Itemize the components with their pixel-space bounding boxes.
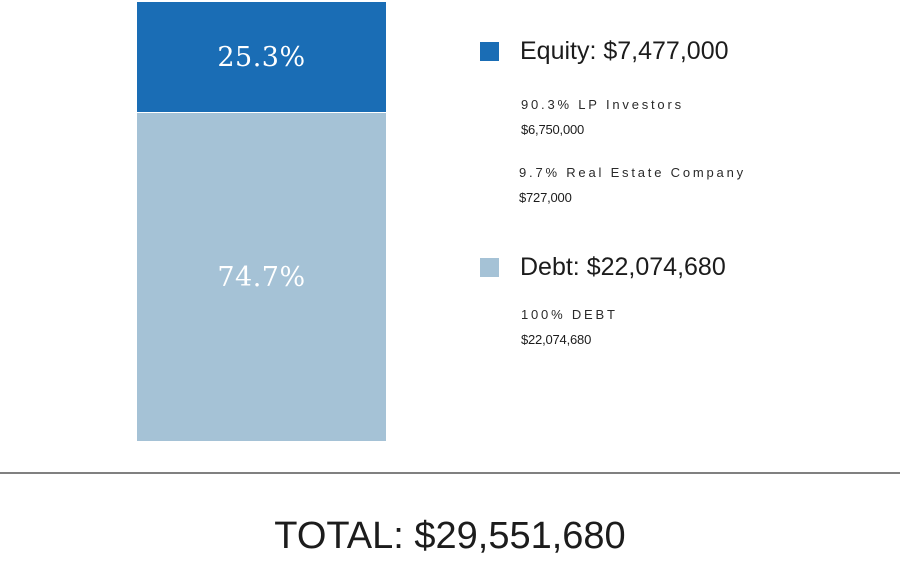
legend-swatch-debt xyxy=(480,257,499,277)
subitem-label: 9.7% Real Estate Company xyxy=(519,165,746,180)
data-label-equity: 25.3% xyxy=(217,42,306,73)
legend-swatch-equity xyxy=(480,41,499,61)
divider-line xyxy=(0,472,900,474)
bar-segment-equity: 25.3% xyxy=(137,2,386,113)
legend-debt: Debt: $22,074,680 xyxy=(480,252,726,282)
legend-subitem-debt: 100% DEBT $22,074,680 xyxy=(521,307,618,347)
stacked-bar: 25.3% 74.7% xyxy=(137,2,386,441)
subitem-value: $22,074,680 xyxy=(521,332,592,347)
legend-subitem-real-estate-company: 9.7% Real Estate Company $727,000 xyxy=(519,165,746,205)
legend-title-debt: Debt: $22,074,680 xyxy=(520,252,726,281)
legend-equity: Equity: $7,477,000 xyxy=(480,36,729,66)
data-label-debt: 74.7% xyxy=(217,261,306,293)
bar-segment-debt: 74.7% xyxy=(137,113,386,441)
total-amount: TOTAL: $29,551,680 xyxy=(274,515,626,557)
legend-subitem-lp-investors: 90.3% LP Investors $6,750,000 xyxy=(521,97,684,137)
subitem-label: 100% DEBT xyxy=(521,307,618,322)
subitem-value: $727,000 xyxy=(519,190,572,205)
legend-title-equity: Equity: $7,477,000 xyxy=(520,36,729,65)
subitem-value: $6,750,000 xyxy=(521,122,585,137)
subitem-label: 90.3% LP Investors xyxy=(521,97,684,112)
